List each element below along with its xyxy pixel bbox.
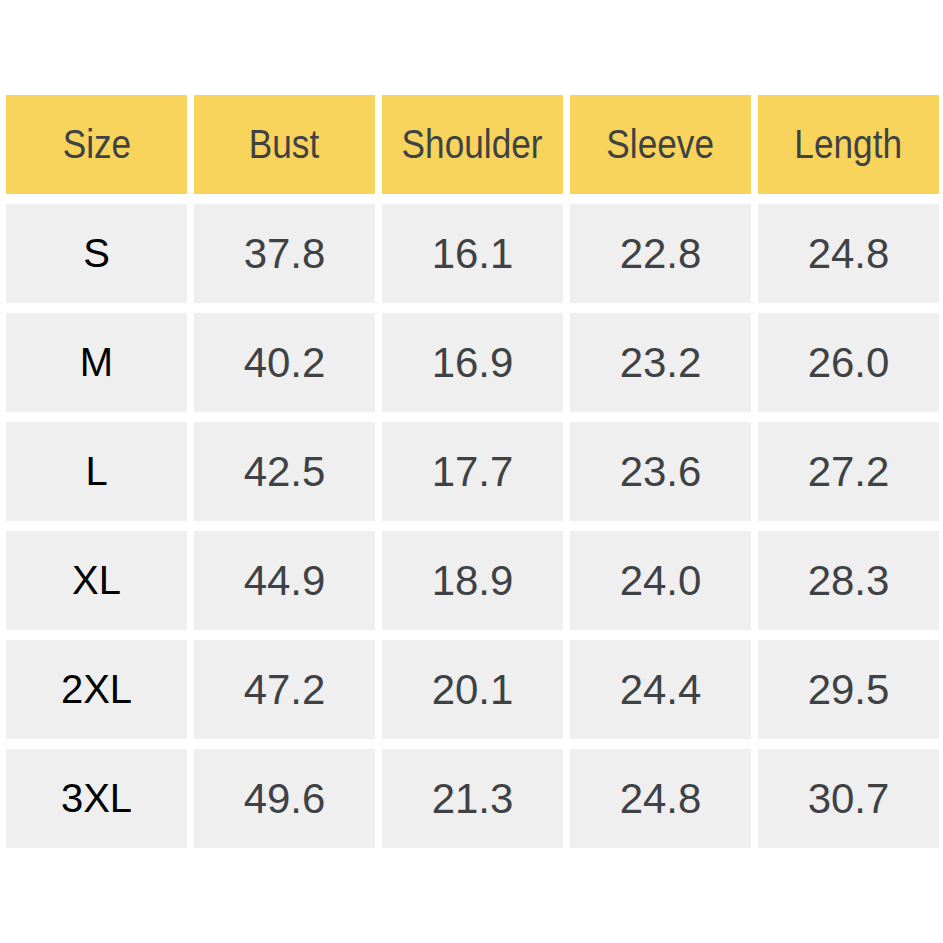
shoulder-cell: 18.9	[382, 531, 563, 630]
size-cell-3xl: 3XL	[6, 749, 187, 848]
column-header-size-label: Size	[62, 122, 130, 167]
column-header-sleeve: Sleeve	[570, 95, 751, 194]
column-header-length-label: Length	[795, 122, 903, 167]
sleeve-cell: 23.2	[570, 313, 751, 412]
size-cell-s: S	[6, 204, 187, 303]
column-header-bust-label: Bust	[249, 122, 319, 167]
size-cell-l: L	[6, 422, 187, 521]
bust-cell: 40.2	[194, 313, 375, 412]
shoulder-cell: 16.1	[382, 204, 563, 303]
shoulder-cell: 21.3	[382, 749, 563, 848]
length-cell: 30.7	[758, 749, 939, 848]
size-cell-m: M	[6, 313, 187, 412]
bust-cell: 42.5	[194, 422, 375, 521]
bust-cell: 49.6	[194, 749, 375, 848]
column-header-length: Length	[758, 95, 939, 194]
column-header-shoulder-label: Shoulder	[402, 122, 543, 167]
length-cell: 27.2	[758, 422, 939, 521]
shoulder-cell: 20.1	[382, 640, 563, 739]
shoulder-cell: 17.7	[382, 422, 563, 521]
shoulder-cell: 16.9	[382, 313, 563, 412]
sleeve-cell: 24.0	[570, 531, 751, 630]
sleeve-cell: 24.4	[570, 640, 751, 739]
sleeve-cell: 23.6	[570, 422, 751, 521]
column-header-bust: Bust	[194, 95, 375, 194]
column-header-sleeve-label: Sleeve	[607, 122, 715, 167]
column-header-size: Size	[6, 95, 187, 194]
length-cell: 29.5	[758, 640, 939, 739]
column-header-shoulder: Shoulder	[382, 95, 563, 194]
length-cell: 26.0	[758, 313, 939, 412]
size-cell-2xl: 2XL	[6, 640, 187, 739]
bust-cell: 47.2	[194, 640, 375, 739]
length-cell: 24.8	[758, 204, 939, 303]
sleeve-cell: 22.8	[570, 204, 751, 303]
bust-cell: 37.8	[194, 204, 375, 303]
size-chart-table: Size Bust Shoulder Sleeve Length S 37.8 …	[6, 95, 939, 848]
bust-cell: 44.9	[194, 531, 375, 630]
sleeve-cell: 24.8	[570, 749, 751, 848]
length-cell: 28.3	[758, 531, 939, 630]
size-cell-xl: XL	[6, 531, 187, 630]
